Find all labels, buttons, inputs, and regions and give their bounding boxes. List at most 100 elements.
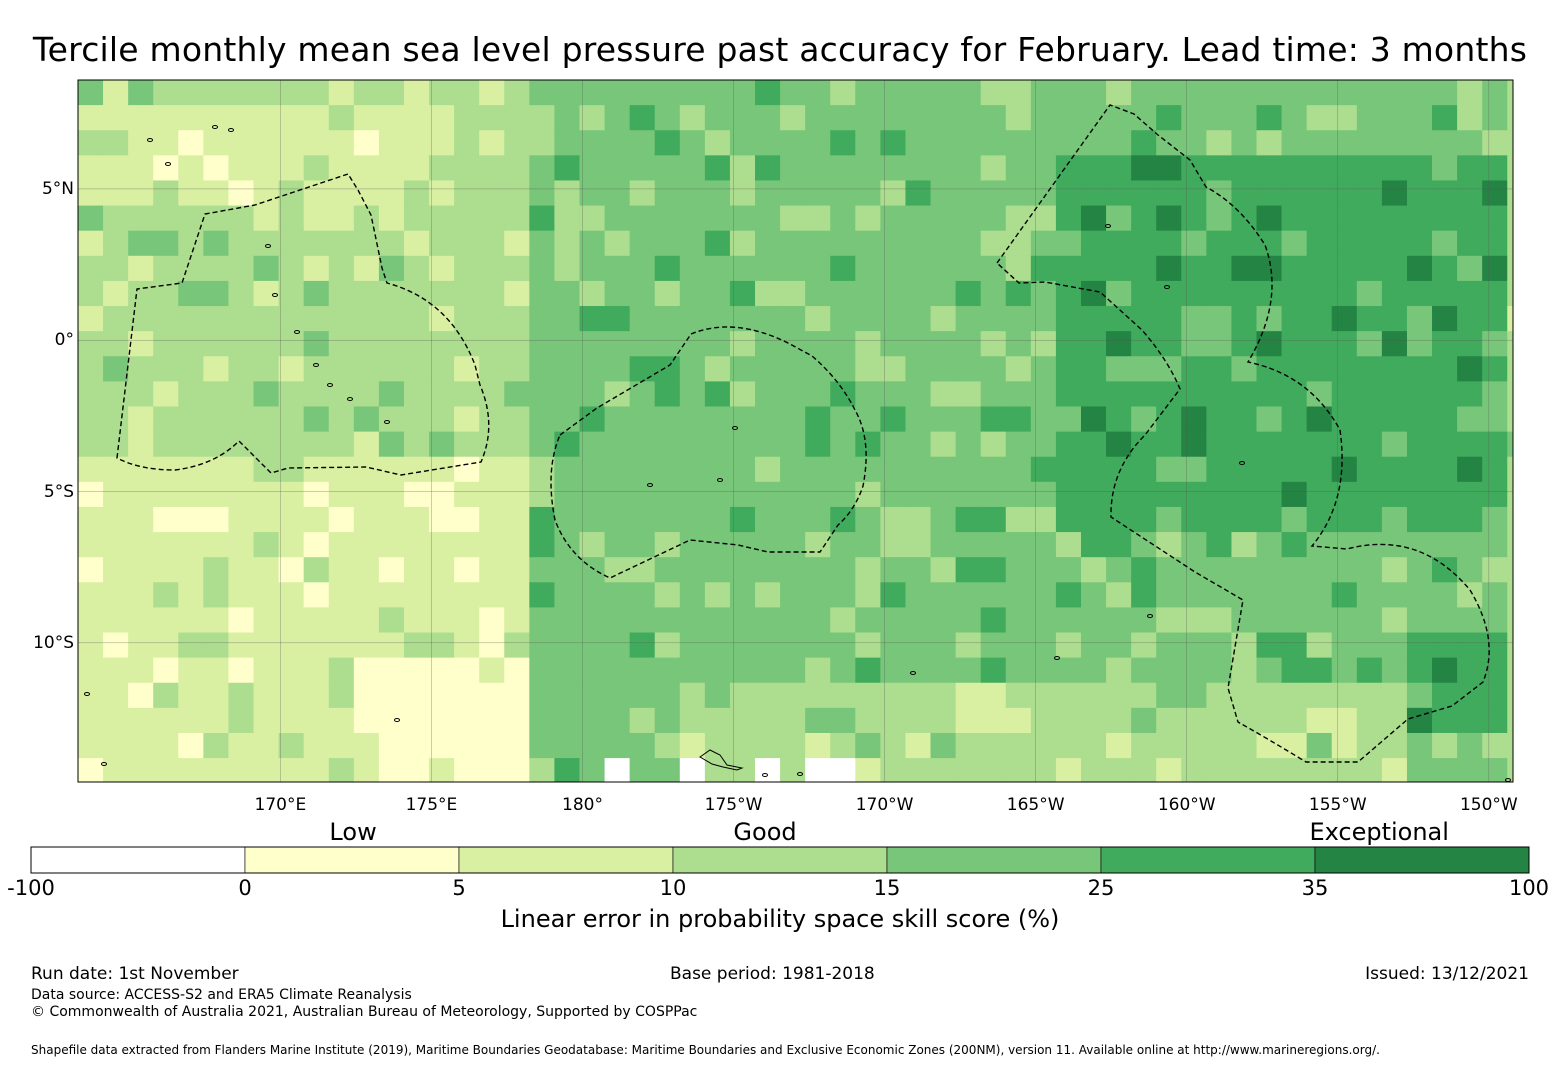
- skill-cell: [704, 582, 731, 608]
- skill-cell: [805, 105, 831, 131]
- skill-cell: [1457, 632, 1483, 659]
- skill-cell: [780, 506, 806, 533]
- skill-cell: [454, 532, 480, 558]
- skill-cell: [278, 582, 305, 608]
- skill-cell: [1406, 557, 1433, 583]
- skill-cell: [1356, 582, 1383, 608]
- skill-cell: [1131, 607, 1157, 634]
- skill-cell: [353, 557, 380, 583]
- skill-cell: [830, 105, 856, 131]
- skill-cell: [1331, 280, 1358, 307]
- skill-cell: [880, 255, 906, 282]
- skill-cell: [1482, 632, 1508, 659]
- skill-cell: [353, 657, 380, 684]
- skill-cell: [1507, 230, 1514, 257]
- skill-cell: [1181, 80, 1207, 106]
- skill-cell: [930, 105, 957, 131]
- skill-cell: [403, 205, 430, 232]
- skill-cell: [604, 657, 631, 684]
- skill-cell: [780, 105, 806, 131]
- skill-cell: [278, 506, 305, 533]
- skill-cell: [103, 707, 129, 734]
- skill-cell: [253, 682, 280, 709]
- island-outline: [265, 244, 271, 248]
- skill-cell: [153, 331, 179, 357]
- skill-cell: [679, 632, 706, 659]
- skill-cell: [403, 557, 430, 583]
- skill-cell: [805, 557, 831, 583]
- skill-cell: [755, 230, 781, 257]
- skill-cell: [203, 255, 229, 282]
- colorbar-swatch: [1100, 846, 1316, 874]
- skill-cell: [880, 481, 906, 508]
- skill-cell: [378, 331, 405, 357]
- skill-cell: [303, 532, 330, 558]
- skill-cell: [704, 607, 731, 634]
- skill-cell: [353, 306, 380, 332]
- skill-cell: [554, 230, 580, 257]
- skill-cell: [805, 532, 831, 558]
- skill-cell: [1106, 657, 1132, 684]
- skill-cell: [303, 632, 330, 659]
- skill-cell: [554, 582, 580, 608]
- skill-cell: [1306, 732, 1333, 759]
- skill-cell: [228, 356, 255, 382]
- skill-cell: [1030, 406, 1057, 433]
- skill-cell: [1356, 356, 1383, 382]
- skill-cell: [554, 707, 580, 734]
- lon-tick-label: 170°E: [254, 795, 307, 815]
- skill-cell: [1206, 481, 1232, 508]
- skill-cell: [629, 306, 656, 332]
- skill-cell: [755, 155, 781, 181]
- skill-cell: [554, 331, 580, 357]
- skill-cell: [955, 431, 982, 458]
- skill-cell: [1256, 532, 1283, 558]
- skill-cell: [1331, 506, 1358, 533]
- skill-cell: [1080, 456, 1107, 483]
- skill-cell: [479, 732, 505, 759]
- skill-cell: [353, 707, 380, 734]
- skill-cell: [780, 306, 806, 332]
- skill-cell: [880, 732, 906, 759]
- skill-cell: [153, 607, 179, 634]
- skill-cell: [1281, 155, 1308, 181]
- skill-cell: [1306, 532, 1333, 558]
- skill-cell: [1507, 732, 1514, 759]
- skill-cell: [629, 607, 656, 634]
- skill-cell: [1106, 180, 1132, 207]
- skill-cell: [303, 732, 330, 759]
- skill-cell: [529, 230, 555, 257]
- skill-cell: [1381, 356, 1408, 382]
- skill-cell: [1482, 682, 1508, 709]
- skill-cell: [504, 732, 530, 759]
- skill-cell: [429, 431, 455, 458]
- skill-cell: [153, 657, 179, 684]
- skill-cell: [454, 632, 480, 659]
- skill-cell: [529, 406, 555, 433]
- skill-cell: [1156, 758, 1182, 783]
- skill-cell: [1457, 532, 1483, 558]
- skill-cell: [1055, 682, 1082, 709]
- skill-cell: [1482, 230, 1508, 257]
- skill-cell: [1381, 255, 1408, 282]
- skill-cell: [805, 180, 831, 207]
- colorbar-outline: [30, 846, 1530, 874]
- skill-cell: [1331, 255, 1358, 282]
- skill-cell: [905, 732, 932, 759]
- skill-cell: [1507, 180, 1514, 207]
- skill-cell: [178, 205, 204, 232]
- skill-cell: [1231, 80, 1258, 106]
- skill-cell: [880, 105, 906, 131]
- skill-cell: [178, 105, 204, 131]
- skill-cell: [905, 331, 932, 357]
- skill-cell: [1406, 607, 1433, 634]
- skill-cell: [1055, 105, 1082, 131]
- skill-cell: [980, 607, 1007, 634]
- skill-cell: [1381, 230, 1408, 257]
- skill-cell: [479, 255, 505, 282]
- skill-cell: [1482, 406, 1508, 433]
- skill-cell: [604, 205, 631, 232]
- skill-cell: [1181, 682, 1207, 709]
- skill-cell: [278, 356, 305, 382]
- skill-cell: [704, 331, 731, 357]
